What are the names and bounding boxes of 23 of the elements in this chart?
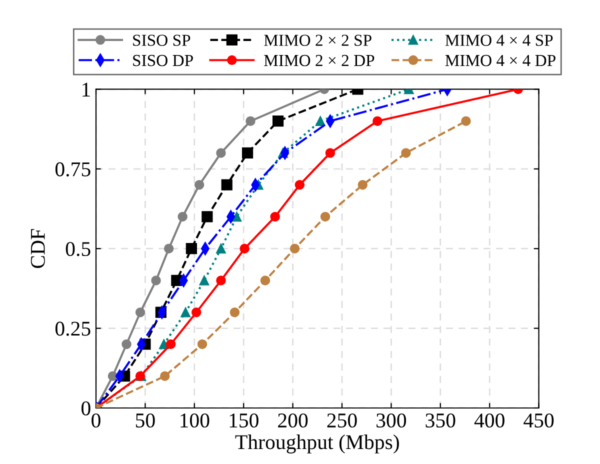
x-tick-label: 450	[524, 413, 554, 428]
x-tick-label: 300	[376, 413, 406, 428]
x-tick-label: 200	[278, 413, 308, 428]
x-tick-label: 350	[426, 413, 456, 428]
x-axis-title: Throughput (Mbps)	[235, 434, 399, 454]
x-tick-label: 100	[180, 413, 210, 428]
y-tick-label: 0.5	[66, 242, 90, 256]
y-tick-label: 0.75	[55, 162, 90, 176]
x-tick-label: 0	[92, 413, 100, 428]
legend-label: MIMO 4 × 4 DP	[445, 54, 556, 66]
y-axis-title: CDF	[30, 229, 45, 268]
legend-label: SISO SP	[133, 34, 190, 46]
legend-label: MIMO 2 × 2 SP	[264, 34, 372, 46]
y-tick-label: 0.25	[55, 322, 90, 336]
y-tick-label: 0	[82, 401, 90, 416]
x-tick-label: 50	[136, 413, 155, 428]
legend-label: MIMO 2 × 2 DP	[264, 54, 374, 66]
y-tick-label: 1	[82, 82, 90, 96]
x-tick-label: 400	[474, 413, 504, 428]
legend-label: SISO DP	[133, 54, 193, 66]
x-tick-label: 150	[230, 413, 258, 428]
x-tick-label: 250	[327, 413, 357, 428]
legend-label: MIMO 4 × 4 SP	[445, 34, 553, 46]
